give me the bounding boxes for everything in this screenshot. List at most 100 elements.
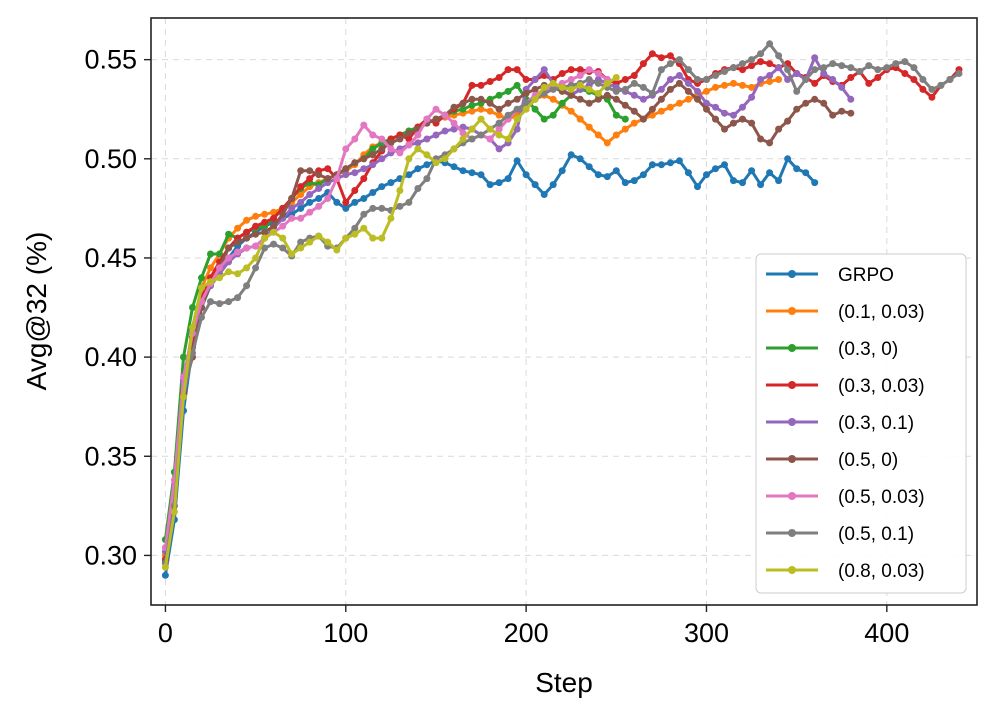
data-point [315,202,323,210]
data-point [657,85,665,93]
legend-swatch-marker [788,270,796,278]
data-point [558,99,566,107]
data-point [739,103,746,111]
data-point [351,198,359,206]
data-point [161,563,169,571]
legend-entry: (0.5, 0.03) [766,487,925,508]
data-point [369,145,377,153]
data-point [847,64,855,72]
data-point [567,107,575,115]
data-point [531,181,539,189]
data-point [811,179,819,187]
legend-entry: (0.1, 0.03) [766,302,925,323]
legend-entry: (0.3, 0.1) [766,413,914,434]
data-point [423,115,431,123]
data-point [657,161,665,169]
data-point [360,121,368,129]
data-point [712,103,719,111]
data-point [270,240,278,248]
data-point [423,151,431,159]
data-point [288,204,296,212]
data-point [297,204,305,212]
data-point [342,198,350,206]
data-point [531,95,539,103]
data-point [612,74,620,81]
data-point [216,300,223,308]
data-point [234,248,242,256]
data-point [639,115,647,123]
data-point [504,66,512,74]
data-point [315,232,323,240]
data-point [495,119,503,127]
data-point [252,242,260,250]
data-point [432,159,440,167]
data-point [820,70,828,77]
legend-swatch-marker [788,307,796,315]
data-point [369,234,377,242]
data-point [684,95,692,103]
data-point [675,56,683,64]
data-point [468,135,476,143]
data-point [703,105,710,113]
data-point [730,177,737,185]
data-point [180,393,187,401]
legend-label: (0.5, 0) [838,450,898,471]
data-point [216,264,223,272]
data-point [315,195,323,202]
x-tick-label: 400 [864,618,909,648]
data-point [459,135,467,143]
data-point [486,78,494,85]
data-point [216,274,223,282]
data-point [576,115,584,123]
data-point [396,135,404,143]
data-point [703,76,710,83]
data-point [684,66,692,74]
data-point [360,155,368,163]
data-point [666,103,674,111]
data-point [784,76,792,83]
data-point [387,139,395,147]
data-point [468,125,476,133]
data-point [712,165,719,173]
data-point [648,105,656,113]
data-point [739,60,746,68]
data-point [351,135,359,143]
data-point [288,195,296,202]
data-point [910,64,918,72]
data-point [730,79,737,87]
data-point [378,145,386,153]
data-point [567,151,575,159]
data-point [297,183,305,191]
data-point [468,169,476,177]
data-point [297,167,305,175]
data-point [477,115,485,123]
data-point [243,216,251,224]
legend-label: (0.5, 0.1) [838,524,914,545]
data-point [639,83,647,91]
data-point [270,214,278,222]
data-point [180,353,187,361]
data-point [766,169,774,177]
data-point [928,93,936,101]
data-point [721,161,728,169]
data-point [847,109,855,117]
data-point [621,76,629,83]
data-point [603,173,611,181]
data-point [630,79,638,87]
data-point [540,83,548,91]
legend-entry: (0.5, 0.1) [766,524,914,545]
data-point [603,79,611,87]
data-point [234,224,242,232]
data-point [324,195,332,202]
legend-label: (0.8, 0.03) [838,561,925,582]
data-point [387,145,395,153]
data-point [432,115,440,123]
data-point [865,62,873,70]
legend-swatch-marker [788,529,796,537]
data-point [811,66,819,74]
data-point [405,155,413,163]
data-point [261,234,269,242]
data-point [639,60,647,68]
data-point [495,91,503,99]
data-point [243,244,251,252]
